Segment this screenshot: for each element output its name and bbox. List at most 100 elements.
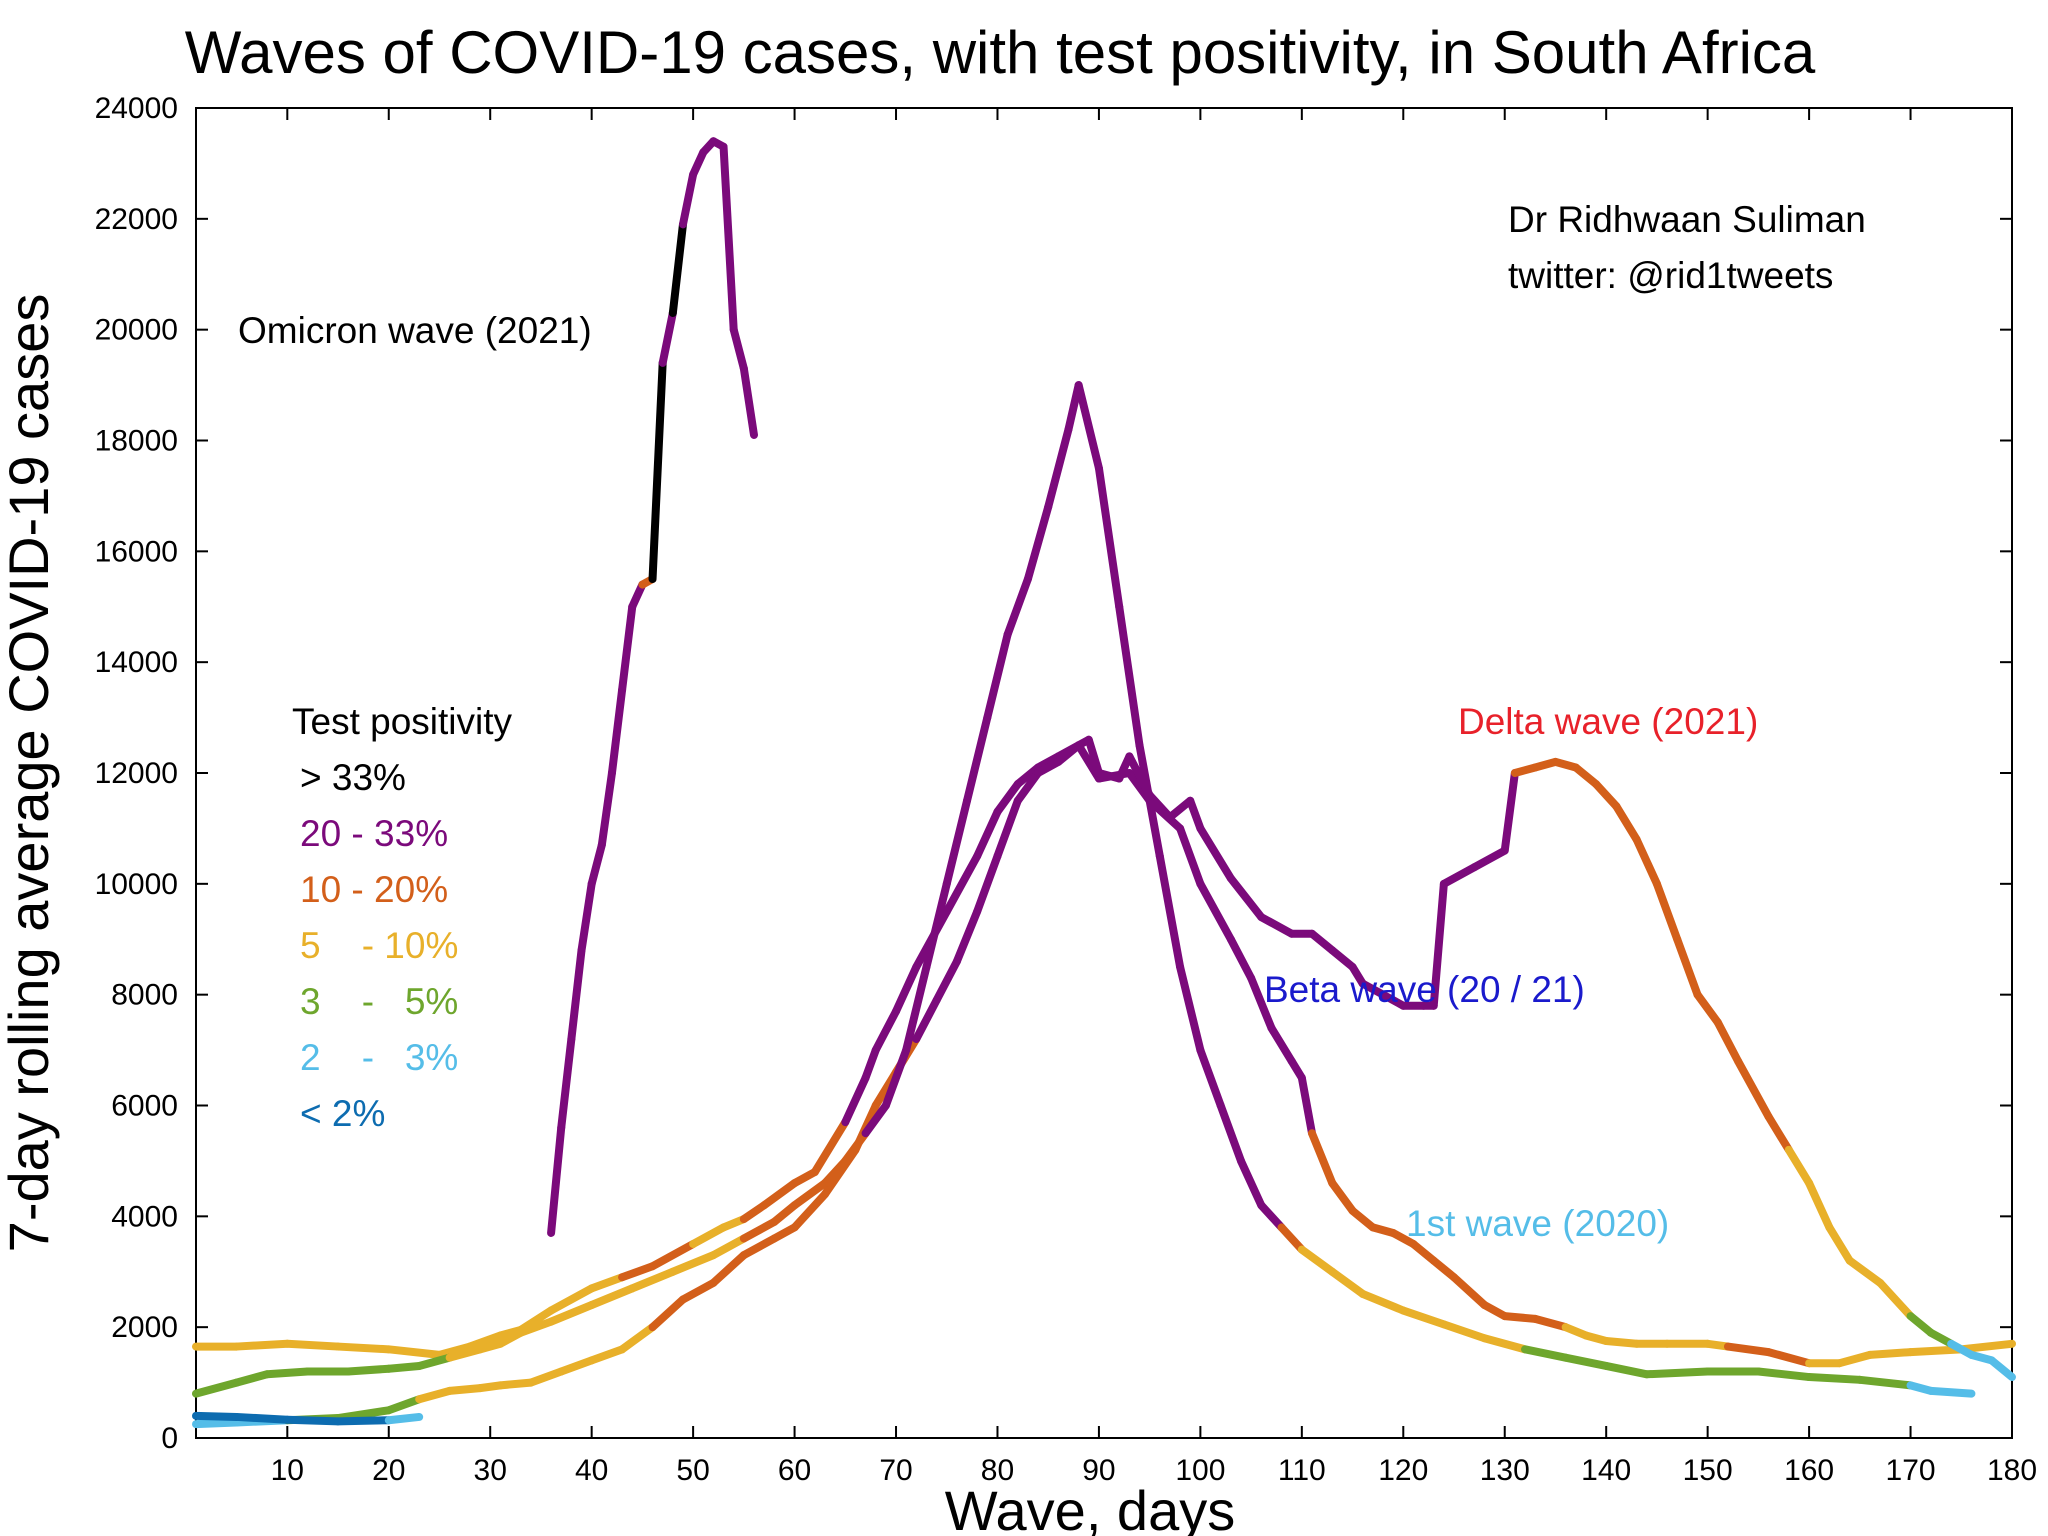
legend-item-20-33: 20 - 33%	[300, 813, 448, 854]
series-segment	[283, 1339, 343, 1351]
series-segment	[719, 142, 738, 334]
series-segment	[1439, 863, 1479, 888]
series-segment	[678, 1278, 718, 1304]
series-segment	[739, 1234, 779, 1260]
series-segment	[415, 1386, 454, 1404]
series-segment	[1155, 852, 1185, 971]
series-segment	[1165, 796, 1195, 822]
series-segment	[739, 364, 758, 439]
x-tick-label: 180	[1987, 1454, 2037, 1487]
series-segment	[709, 1251, 748, 1287]
series-segment	[587, 1273, 627, 1293]
series-segment	[567, 946, 586, 1043]
series-segment	[1470, 846, 1509, 872]
series-segment	[810, 1118, 850, 1176]
x-tick-label: 160	[1784, 1454, 1834, 1487]
series-segment	[963, 713, 992, 805]
y-tick-label: 8000	[111, 979, 178, 1012]
series-segment	[283, 1415, 343, 1426]
x-tick-label: 10	[271, 1454, 304, 1487]
y-tick-label: 20000	[95, 314, 178, 347]
series-segment	[821, 1156, 850, 1188]
series-segment	[1723, 1342, 1773, 1357]
x-tick-label: 120	[1378, 1454, 1428, 1487]
series-segment	[1328, 946, 1357, 971]
series-segment	[1358, 1289, 1408, 1315]
series-segment	[344, 1364, 393, 1376]
series-segment	[1307, 929, 1337, 955]
x-tick-label: 90	[1082, 1454, 1115, 1487]
series-segment	[1906, 1312, 1935, 1337]
y-tick-label: 18000	[95, 425, 178, 458]
series-segment	[192, 1378, 241, 1398]
series-segment	[192, 1418, 241, 1429]
series-segment	[1247, 974, 1276, 1032]
series-segment	[871, 1007, 901, 1055]
series-segment	[658, 309, 677, 367]
series-segment	[618, 1323, 657, 1354]
series-segment	[648, 358, 667, 584]
y-tick-label: 12000	[95, 757, 178, 790]
series-1	[192, 741, 2016, 1368]
series-segment	[1267, 1023, 1296, 1066]
series-segment	[1561, 1353, 1611, 1370]
x-tick-label: 150	[1683, 1454, 1733, 1487]
series-segment	[1571, 763, 1601, 789]
series-segment	[668, 220, 687, 318]
series-segment	[1084, 735, 1103, 777]
series-segment	[1297, 1073, 1316, 1138]
series-segment	[790, 1179, 830, 1210]
series-segment	[415, 1353, 454, 1370]
series-segment	[841, 1129, 870, 1165]
series-segment	[1328, 1267, 1367, 1298]
series-segment	[1784, 1145, 1814, 1188]
series-segment	[861, 1101, 890, 1138]
series-segment	[739, 1201, 769, 1224]
series-segment	[1013, 763, 1043, 789]
series-segment	[334, 1406, 393, 1423]
series-segment	[841, 1073, 870, 1127]
x-tick-label: 40	[575, 1454, 608, 1487]
series-segment	[1409, 1240, 1438, 1265]
series-segment	[902, 962, 931, 1055]
series-segment	[1196, 1046, 1225, 1110]
series-segment	[1602, 1337, 1641, 1348]
series-segment	[1186, 796, 1205, 833]
series-segment	[648, 1240, 698, 1271]
series-segment	[1906, 1345, 1966, 1357]
series-segment	[435, 1342, 474, 1359]
series-segment	[881, 1046, 911, 1110]
series-segment	[1226, 935, 1256, 983]
series-segment	[1805, 1179, 1834, 1232]
series-segment	[628, 580, 647, 611]
series-segment	[689, 148, 708, 179]
series-segment	[1876, 1278, 1915, 1321]
series-segment	[1713, 1018, 1743, 1066]
series-segment	[1926, 1386, 1976, 1398]
series-segment	[263, 1367, 312, 1379]
series-segment	[973, 852, 1002, 916]
x-tick-label: 60	[778, 1454, 811, 1487]
series-segment	[445, 1384, 485, 1395]
x-tick-label: 100	[1175, 1454, 1225, 1487]
series-segment	[1399, 1306, 1448, 1329]
series-segment	[932, 957, 961, 1005]
legend: Test positivity > 33% 20 - 33% 10 - 20% …	[292, 701, 513, 1134]
x-tick-label: 20	[372, 1454, 405, 1487]
series-segment	[445, 1345, 485, 1362]
series-segment	[1652, 879, 1682, 944]
series-segment	[232, 1412, 292, 1424]
series-segment	[760, 1179, 799, 1210]
series-segment	[770, 1201, 799, 1226]
series-segment	[689, 1223, 728, 1249]
series-segment	[1764, 1348, 1814, 1368]
series-segment	[465, 1331, 505, 1351]
series-segment	[1612, 802, 1641, 844]
y-tick-label: 16000	[95, 535, 178, 568]
series-segment	[547, 1284, 596, 1315]
series-segment	[607, 685, 627, 777]
series-segment	[1176, 962, 1205, 1055]
series-segment	[1835, 1350, 1874, 1368]
series-segment	[1196, 879, 1235, 944]
